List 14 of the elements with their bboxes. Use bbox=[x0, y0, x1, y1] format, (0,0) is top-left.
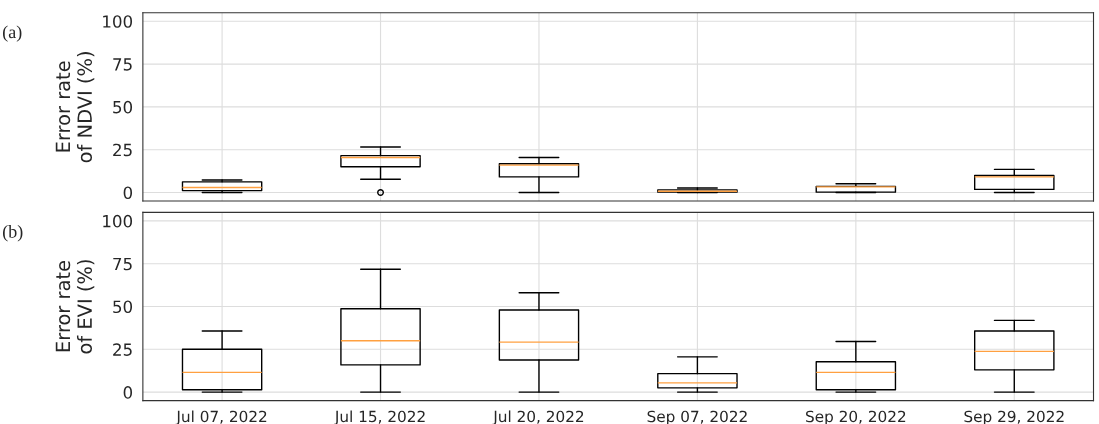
y-axis-title: Error rate of NDVI (%) bbox=[55, 52, 95, 163]
y-tick-label: 25 bbox=[113, 343, 132, 356]
y-tick-label: 75 bbox=[113, 257, 132, 271]
y-tick-label: 25 bbox=[113, 143, 132, 157]
y-tick-label: 50 bbox=[113, 100, 133, 114]
y-axis-title: Error rate of EVI (%) bbox=[55, 260, 95, 354]
y-tick-label: 100 bbox=[103, 214, 133, 228]
y-tick-label: 50 bbox=[113, 300, 133, 314]
y-tick-label: 100 bbox=[103, 15, 133, 28]
y-tick-label: 75 bbox=[113, 58, 132, 71]
text: (b) bbox=[2, 225, 23, 242]
y-tick-label: 0 bbox=[123, 386, 133, 399]
text: (a) bbox=[2, 25, 22, 42]
y-tick-label: 0 bbox=[123, 186, 133, 200]
